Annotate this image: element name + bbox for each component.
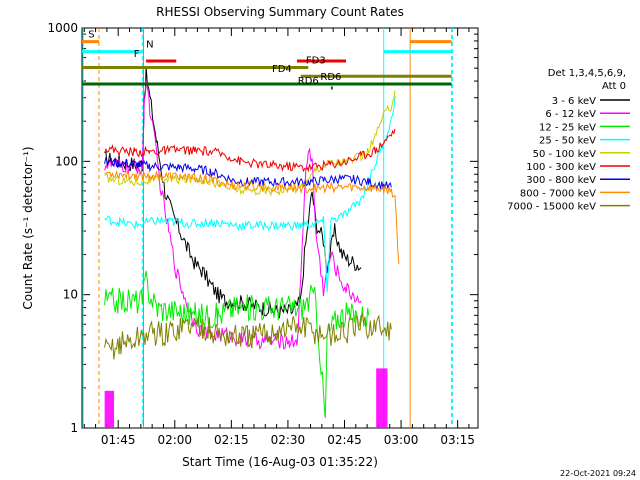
flag-label-fd3: FD3	[306, 56, 326, 67]
legend-label: 100 - 300 keV	[526, 162, 596, 173]
series-line-3	[104, 270, 370, 419]
legend-label: 7000 - 15000 keV	[507, 202, 596, 213]
x-tick-label: 02:45	[327, 433, 362, 447]
series-line-9	[104, 312, 392, 360]
series-line-8	[104, 170, 400, 264]
legend-label: 300 - 800 keV	[526, 175, 596, 186]
x-tick-label: 03:15	[440, 433, 475, 447]
chart-title: RHESSI Observing Summary Count Rates	[156, 5, 404, 19]
legend-label: 800 - 7000 keV	[520, 188, 596, 199]
series-line-7	[104, 157, 392, 190]
legend-label: 12 - 25 keV	[539, 122, 596, 133]
series-line-6	[104, 128, 396, 173]
x-axis-label: Start Time (16-Aug-03 01:35:22)	[182, 455, 378, 469]
flag-label-f: F	[134, 49, 140, 60]
flag-label-s: S	[88, 30, 94, 41]
plot-area: 1 10 100 1000 01:45 02:00 02:15 02:30 02:45 03:00…	[47, 21, 479, 447]
y-tick-label: 100	[55, 154, 78, 168]
y-tick-label: 1000	[47, 21, 78, 35]
background-bar-highlevel-magenta	[376, 368, 388, 428]
flag-label-fd4: FD4	[272, 64, 292, 75]
series-line-2	[104, 80, 362, 351]
legend-label: 6 - 12 keV	[545, 109, 596, 120]
y-tick-label: 1	[70, 421, 78, 435]
x-tick-label: 02:30	[271, 433, 306, 447]
x-tick-label: 03:00	[384, 433, 419, 447]
x-tick-label: 02:15	[214, 433, 249, 447]
plot-frame	[81, 27, 479, 429]
legend-label: 25 - 50 keV	[539, 136, 596, 147]
legend: Det 1,3,4,5,6,9, Att 0 3 - 6 keV 6 - 12 k…	[507, 68, 630, 213]
flag-label-rd6: RD6	[298, 76, 319, 87]
footer-date: 22-Oct-2021 09:24	[560, 469, 636, 478]
legend-title-line-2: Att 0	[602, 81, 626, 92]
series-line-4	[104, 95, 396, 293]
legend-label: 50 - 100 keV	[533, 149, 597, 160]
legend-label: 3 - 6 keV	[552, 96, 596, 107]
x-tick-label: 01:45	[101, 433, 136, 447]
y-tick-label: 10	[63, 288, 78, 302]
flag-label-rd6: RD6	[320, 72, 341, 83]
x-tick-label: 02:00	[157, 433, 192, 447]
background-bar-lowband-magenta	[104, 390, 115, 428]
flag-label-n: N	[146, 40, 153, 51]
legend-title-line-1: Det 1,3,4,5,6,9,	[548, 68, 626, 79]
y-axis-label: Count Rate (s⁻¹ detector⁻¹)	[21, 146, 35, 309]
